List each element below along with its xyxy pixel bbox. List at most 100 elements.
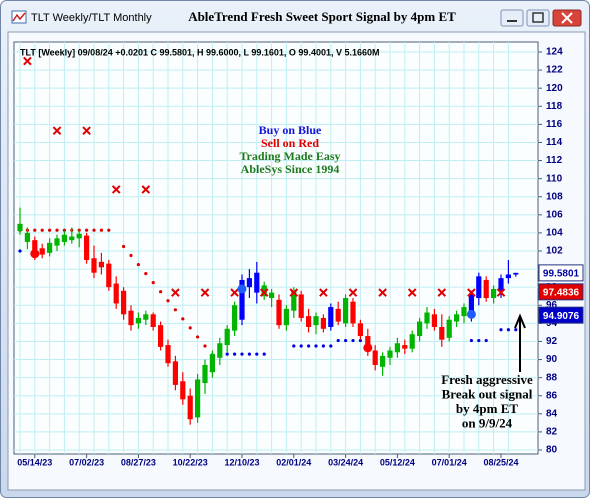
price-tag-label: 94.9076 — [543, 311, 580, 322]
stop-dot-blue — [240, 352, 244, 356]
candle-body — [24, 232, 30, 242]
candle-body — [483, 279, 489, 299]
candle-body — [505, 274, 511, 279]
stop-dot-blue — [506, 328, 510, 332]
stop-dot-blue — [351, 338, 355, 343]
candle-body — [113, 283, 119, 304]
candle-body — [298, 294, 304, 318]
candle-body — [417, 321, 423, 337]
candle-body — [439, 326, 445, 340]
stop-dot-red — [173, 308, 177, 312]
x-tick-label: 05/12/24 — [380, 457, 415, 467]
stop-dot-blue — [299, 344, 303, 348]
signal-dot — [466, 309, 476, 319]
candle-body — [350, 301, 356, 324]
candle-body — [372, 350, 378, 365]
candle-body — [387, 350, 393, 358]
candle-body — [32, 240, 38, 256]
stop-dot-red — [159, 290, 163, 294]
candle-body — [91, 258, 97, 273]
chart-title: AbleTrend Fresh Sweet Sport Signal by 4p… — [188, 9, 456, 24]
candle-body — [69, 236, 75, 241]
candle-body — [461, 307, 467, 317]
sell-stop-x — [171, 288, 180, 297]
stop-dot-red — [122, 244, 126, 249]
stop-dot-blue — [18, 249, 22, 253]
stop-dot-blue — [329, 344, 333, 348]
stop-dot-blue — [314, 344, 318, 348]
stop-dot-blue — [307, 344, 311, 348]
stop-dot-blue — [336, 338, 340, 343]
x-tick-label: 03/24/24 — [328, 457, 363, 467]
stop-dot-red — [196, 335, 200, 339]
legend-text: AbleSys Since 1994 — [241, 162, 340, 176]
candle-body — [39, 248, 45, 255]
candle-body — [328, 307, 334, 327]
candle-body — [269, 292, 275, 299]
stop-dot-red — [33, 228, 37, 232]
candle-body — [276, 299, 282, 326]
stop-dot-red — [48, 228, 52, 232]
price-tag-label: 99.5801 — [543, 269, 580, 280]
stop-dot-red — [85, 228, 89, 232]
y-tick-label: 112 — [546, 155, 563, 166]
candle-body — [380, 355, 386, 367]
stop-dot-blue — [255, 352, 259, 356]
candle-body — [313, 316, 319, 326]
price-tag — [538, 306, 584, 324]
candle-body — [158, 325, 164, 347]
x-tick-label: 02/01/24 — [276, 457, 311, 467]
candle-body — [61, 234, 67, 242]
minimize-button[interactable] — [500, 9, 524, 27]
y-tick-label: 122 — [546, 65, 563, 76]
candle-body — [468, 294, 474, 313]
sell-stop-x — [378, 288, 387, 297]
legend-text: Trading Made Easy — [239, 149, 340, 163]
price-tag — [538, 264, 584, 282]
candle-body — [335, 308, 341, 322]
y-tick-label: 88 — [546, 372, 558, 383]
x-tick-label: 05/14/23 — [17, 457, 52, 467]
price-tag — [538, 283, 584, 301]
sell-stop-x — [467, 288, 476, 297]
candle-body — [76, 233, 82, 239]
info-line: TLT [Weekly] 09/08/24 +0.0201 C 99.5801,… — [20, 47, 380, 57]
sell-stop-x — [319, 288, 328, 297]
y-tick-label: 104 — [546, 228, 563, 239]
stop-dot-red — [144, 272, 148, 276]
stop-dot-red — [129, 253, 133, 258]
sell-stop-x — [496, 288, 506, 297]
stop-dot-blue — [484, 338, 488, 343]
candle-body — [409, 334, 415, 349]
candle-body — [246, 278, 252, 288]
x-tick-label: 07/02/23 — [69, 457, 104, 467]
stop-dot-blue — [469, 338, 473, 343]
sell-stop-x — [52, 126, 62, 136]
candle-body — [195, 379, 201, 418]
candle-body — [365, 336, 371, 351]
app-icon-line — [12, 12, 26, 22]
window-title: TLT Weekly/TLT Monthly — [31, 12, 152, 24]
candle-body — [143, 314, 149, 320]
stop-dot-red — [99, 228, 103, 232]
close-icon — [561, 12, 573, 24]
maximize-icon — [532, 12, 544, 23]
stop-dot-blue — [225, 352, 229, 356]
candle-body — [135, 317, 141, 324]
x-tick-label: 08/25/24 — [483, 457, 518, 467]
candle-body — [513, 272, 519, 275]
sell-stop-x — [348, 288, 358, 297]
y-tick-label: 84 — [546, 408, 558, 419]
stop-dot-blue — [344, 338, 348, 343]
candle-body — [84, 235, 90, 261]
sell-stop-x — [23, 56, 32, 66]
candle-body — [187, 395, 193, 420]
x-tick-label: 07/01/24 — [432, 457, 467, 467]
stop-dot-red — [166, 299, 170, 303]
legend-text: Sell on Red — [261, 136, 319, 150]
candle-body — [343, 298, 349, 324]
stop-dot-blue — [247, 352, 251, 356]
y-tick-label: 96 — [546, 300, 558, 311]
stop-dot-blue — [292, 344, 296, 348]
